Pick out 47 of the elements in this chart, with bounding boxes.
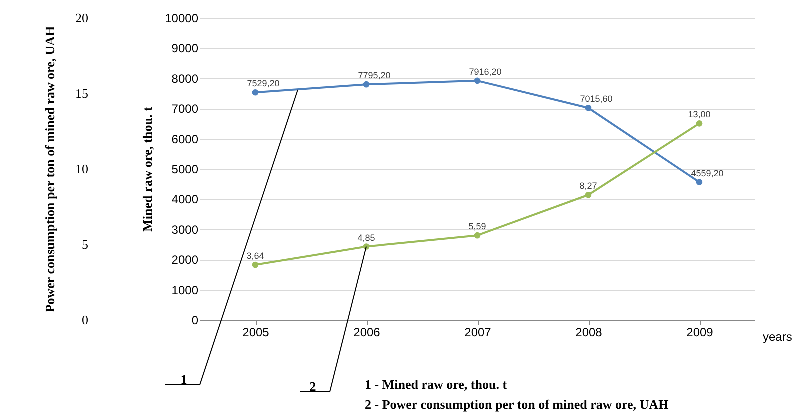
text: 2 - Power consumption per ton of mined raw ore, UAH bbox=[365, 397, 669, 412]
x-tick-label: 2006 bbox=[354, 326, 381, 340]
data-label: 8,27 bbox=[580, 181, 598, 192]
y-tick-label: 2000 bbox=[172, 253, 199, 268]
y-tick-label: 3000 bbox=[172, 222, 199, 237]
x-tick-label: 2008 bbox=[576, 326, 603, 340]
point bbox=[696, 120, 703, 127]
point bbox=[252, 89, 259, 96]
data-label: 3,64 bbox=[246, 251, 264, 262]
text: 1 - Mined raw ore, thou. t bbox=[365, 377, 508, 392]
y-tick-label: 9000 bbox=[172, 42, 199, 56]
y2-tick-label: 5 bbox=[82, 237, 88, 252]
data-label: 4,85 bbox=[358, 232, 376, 243]
data-label: 7795,20 bbox=[358, 70, 391, 81]
point bbox=[585, 104, 592, 112]
y-tick-label: 5000 bbox=[172, 162, 199, 176]
x-axis-title: years bbox=[763, 330, 792, 344]
data-label: 7015,60 bbox=[580, 94, 613, 104]
y-tick-label: 10000 bbox=[165, 12, 199, 26]
data-label: 7916,20 bbox=[469, 66, 502, 77]
y2-tick-label: 15 bbox=[76, 86, 88, 101]
point bbox=[585, 192, 592, 198]
y-tick-label: 8000 bbox=[172, 72, 199, 86]
y2-tick-label: 20 bbox=[76, 10, 88, 26]
point bbox=[474, 232, 481, 239]
y-tick-label: 7000 bbox=[172, 102, 199, 116]
y-tick-label: 0 bbox=[192, 314, 199, 328]
y2-tick-label: 0 bbox=[82, 312, 88, 328]
point bbox=[696, 179, 703, 186]
point bbox=[252, 262, 259, 268]
y2-tick-label: 10 bbox=[76, 162, 88, 176]
point bbox=[474, 78, 481, 84]
x-tick-label: 2009 bbox=[686, 326, 714, 340]
x-tick-label: 2007 bbox=[464, 326, 492, 340]
y-tick-label: 6000 bbox=[172, 132, 199, 146]
text: 1 bbox=[180, 372, 188, 387]
y-tick-label: 1000 bbox=[172, 283, 199, 298]
x-tick-label: 2005 bbox=[242, 326, 270, 340]
data-label: 5,59 bbox=[468, 222, 486, 232]
point bbox=[363, 81, 370, 88]
data-label: 7529,20 bbox=[247, 78, 280, 89]
y-tick-label: 4000 bbox=[172, 192, 199, 207]
data-label: 4559,20 bbox=[691, 168, 724, 178]
y-axis-title: Mined raw ore, thou. t bbox=[140, 106, 156, 232]
y2-axis-title: Power consumption per ton of mined raw ore, UAH bbox=[42, 26, 58, 313]
data-label: 13,00 bbox=[688, 110, 711, 120]
annotation: 2 bbox=[310, 379, 316, 394]
